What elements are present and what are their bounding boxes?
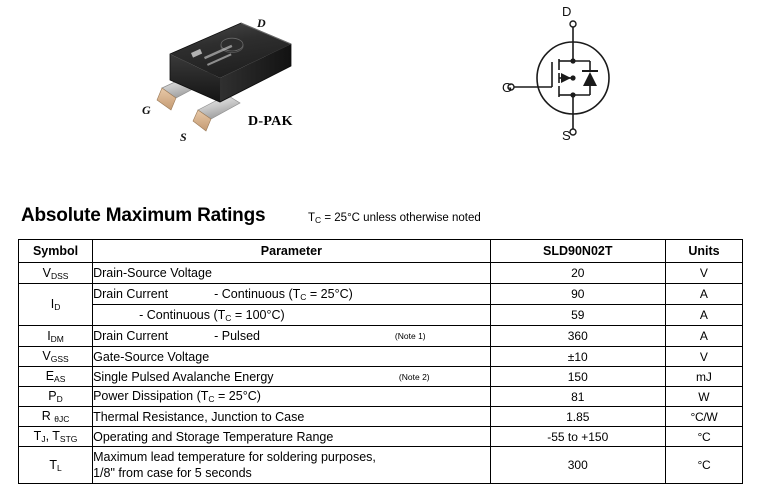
dpak-package-drawing — [156, 22, 292, 132]
package-name-label: D-PAK — [248, 114, 293, 129]
row-parameter: Gate-Source Voltage — [92, 346, 491, 367]
row-parameter-line2: 1/8" from case for 5 seconds — [93, 466, 252, 480]
row-value: 20 — [489, 262, 666, 284]
row-value: -55 to +150 — [489, 426, 666, 447]
condition-text: = 25°C unless otherwise noted — [321, 212, 481, 224]
section-condition-note: TC = 25°C unless otherwise noted — [308, 212, 481, 225]
row-unit: A — [664, 325, 744, 347]
mosfet-symbol-figure: D G S — [497, 2, 667, 152]
table-row: VGSS Gate-Source Voltage ±10 V — [17, 346, 744, 367]
table-row: TL Maximum lead temperature for solderin… — [17, 446, 744, 484]
row-parameter: Drain Current - Continuous (TC = 25°C) — [92, 283, 491, 305]
header-parameter: Parameter — [92, 239, 491, 263]
row-parameter: Single Pulsed Avalanche Energy (Note 2) — [92, 366, 491, 387]
row-note: (Note 1) — [394, 331, 426, 341]
row-value: 81 — [489, 386, 666, 407]
row-unit: W — [664, 386, 744, 407]
row-unit: °C — [664, 446, 744, 484]
row-value: 300 — [489, 446, 666, 484]
table-row: R θJC Thermal Resistance, Junction to Ca… — [17, 406, 744, 427]
row-value: 360 — [489, 325, 666, 347]
package-pin-label-gate: G — [142, 103, 151, 117]
row-unit: A — [664, 304, 744, 326]
table-row: IDM Drain Current - Pulsed (Note 1) 360 A — [17, 325, 744, 347]
row-symbol: TL — [17, 446, 94, 484]
figures-area: D G S D-PAK — [0, 0, 761, 195]
dpak-package-figure: D G S D-PAK — [128, 2, 328, 152]
table-row: VDSS Drain-Source Voltage 20 V — [17, 262, 744, 284]
row-symbol: VDSS — [17, 262, 94, 284]
symbol-pin-label-source: S — [562, 128, 571, 143]
mosfet-symbol-drawing — [507, 20, 610, 136]
header-part-number: SLD90N02T — [489, 239, 666, 263]
table-row: - Continuous (TC = 100°C) 59 A — [19, 304, 744, 326]
row-symbol: PD — [17, 386, 94, 407]
package-pin-label-drain: D — [257, 16, 266, 30]
row-symbol: EAS — [17, 366, 94, 387]
row-parameter: Drain Current - Pulsed (Note 1) — [92, 325, 491, 347]
row-parameter: Power Dissipation (TC = 25°C) — [92, 386, 491, 407]
table-row: ID Drain Current - Continuous (TC = 25°C)… — [17, 283, 744, 326]
row-parameter: Maximum lead temperature for soldering p… — [92, 446, 491, 484]
table-row: EAS Single Pulsed Avalanche Energy (Note … — [17, 366, 744, 387]
row-symbol: R θJC — [17, 406, 94, 427]
row-note: (Note 2) — [398, 371, 430, 382]
row-symbol: VGSS — [17, 346, 94, 367]
header-units: Units — [664, 239, 744, 263]
row-unit: V — [664, 262, 744, 284]
row-parameter-line1: Maximum lead temperature for soldering p… — [93, 450, 376, 464]
row-parameter: Thermal Resistance, Junction to Case — [92, 406, 491, 427]
section-heading: Absolute Maximum Ratings TC = 25°C unles… — [0, 205, 761, 233]
row-parameter: Drain-Source Voltage — [92, 262, 491, 284]
condition-symbol: T — [308, 212, 316, 224]
row-value: ±10 — [489, 346, 666, 367]
section-title: Absolute Maximum Ratings — [21, 205, 266, 226]
table-header-row: Symbol Parameter SLD90N02T Units — [17, 239, 744, 263]
row-symbol: IDM — [17, 325, 94, 347]
symbol-pin-label-drain: D — [562, 4, 572, 19]
row-parameter: Operating and Storage Temperature Range — [92, 426, 491, 447]
row-unit: V — [664, 346, 744, 367]
row-symbol: ID — [17, 283, 94, 326]
table-row: PD Power Dissipation (TC = 25°C) 81 W — [17, 386, 744, 407]
row-value: 59 — [489, 304, 666, 326]
header-symbol: Symbol — [17, 239, 94, 263]
row-unit: A — [664, 283, 744, 305]
row-value: 1.85 — [489, 406, 666, 427]
row-unit: mJ — [664, 366, 744, 387]
row-parameter: - Continuous (TC = 100°C) — [92, 304, 491, 326]
row-value: 90 — [489, 283, 666, 305]
row-symbol: TJ, TSTG — [17, 426, 94, 447]
table-row: TJ, TSTG Operating and Storage Temperatu… — [17, 426, 744, 447]
condition-symbol-subscript: C — [315, 215, 322, 225]
row-value: 150 — [489, 366, 666, 387]
absolute-maximum-ratings-table: Symbol Parameter SLD90N02T Units VDSS Dr… — [17, 239, 744, 484]
row-unit: °C — [664, 426, 744, 447]
symbol-pin-label-gate: G — [502, 80, 513, 95]
row-unit: °C/W — [664, 406, 744, 427]
package-pin-label-source: S — [180, 130, 187, 144]
